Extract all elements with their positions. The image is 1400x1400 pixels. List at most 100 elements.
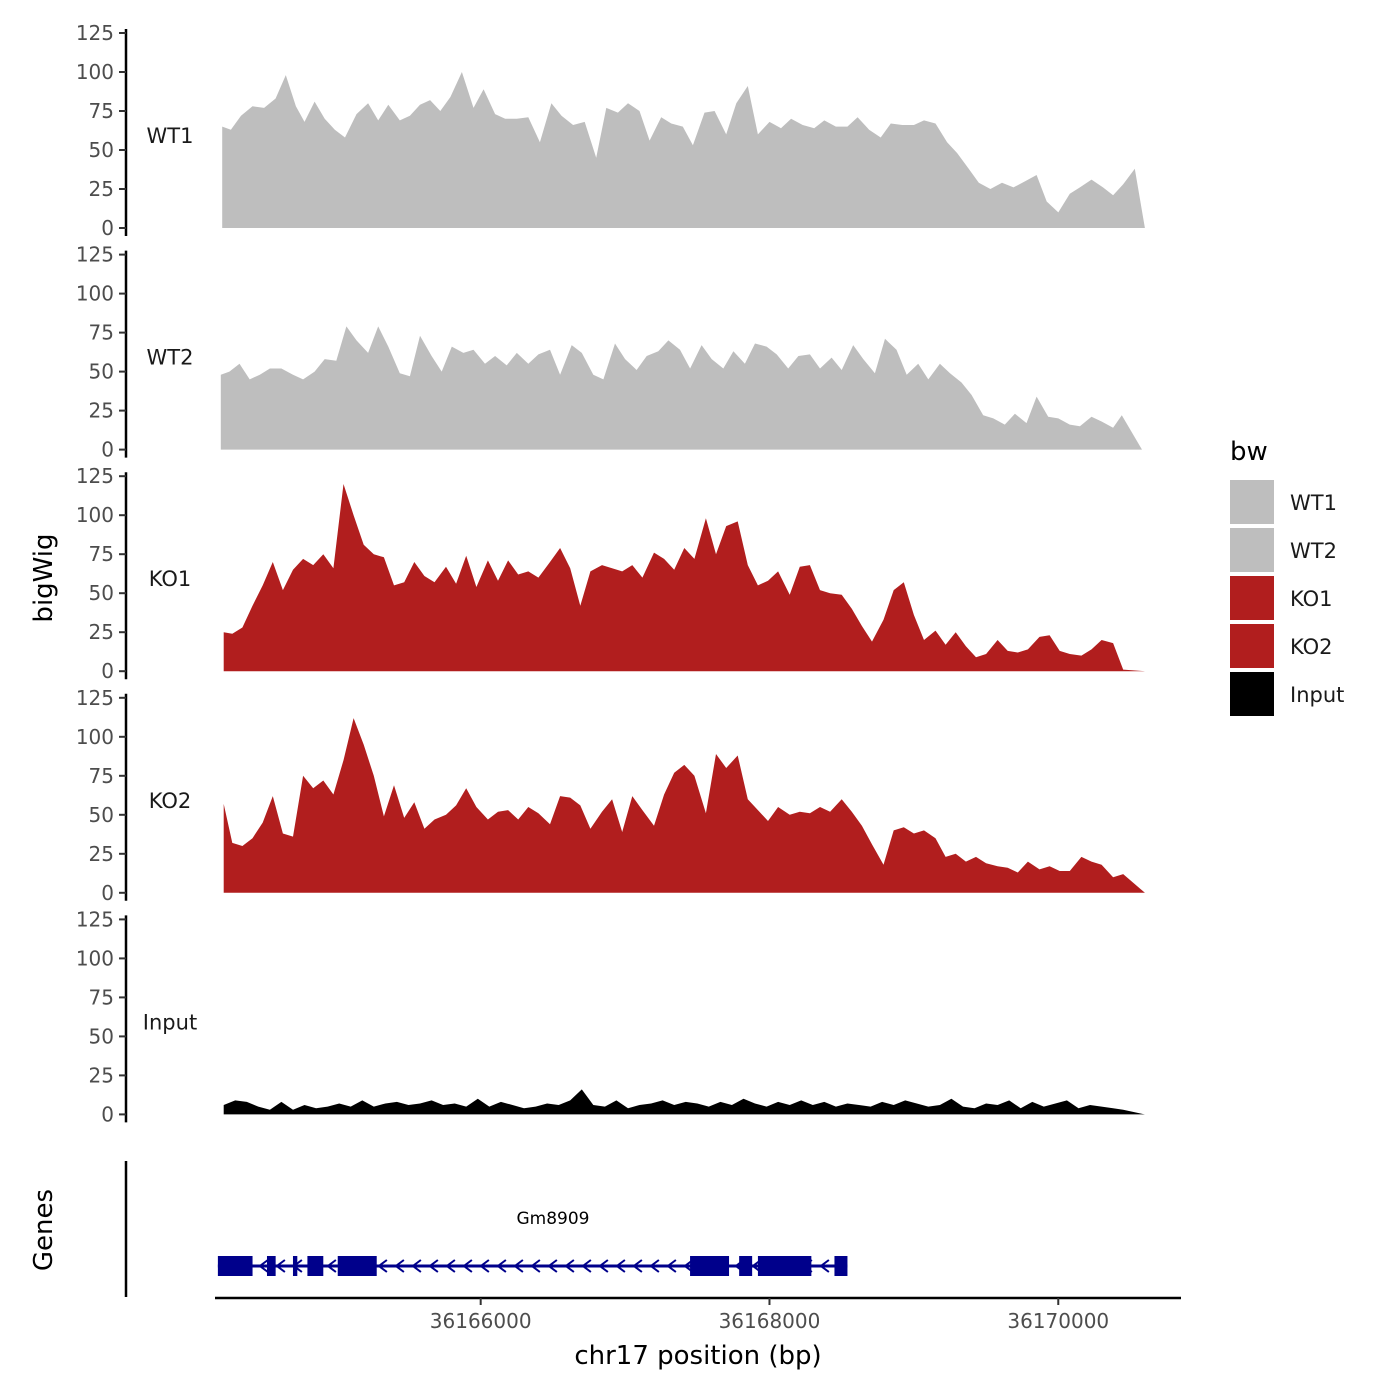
y-tick-label: 0 [101,438,114,462]
strand-arrow [615,1259,626,1273]
track-label-ko2: KO2 [149,789,192,813]
y-tick-label: 50 [89,1024,114,1048]
y-tick-label: 125 [76,464,114,488]
y-tick-label: 125 [76,907,114,931]
x-tick-label: 36170000 [1007,1309,1109,1333]
y-tick-label: 100 [76,60,114,84]
gene-exon [266,1256,276,1276]
x-tick-label: 36168000 [719,1309,821,1333]
legend-label-wt1: WT1 [1290,491,1337,515]
y-tick-label: 25 [89,399,114,423]
strand-arrow [275,1259,286,1273]
y-tick-label: 25 [89,1063,114,1087]
track-label-input: Input [143,1010,197,1034]
y-tick-label: 25 [89,620,114,644]
y-tick-label: 0 [101,1102,114,1126]
legend-label-ko1: KO1 [1290,587,1333,611]
y-tick-label: 0 [101,659,114,683]
y-tick-label: 75 [89,542,114,566]
y-tick-label: 0 [101,216,114,240]
strand-arrow [649,1259,660,1273]
strand-arrow [445,1259,456,1273]
legend-label-wt2: WT2 [1290,539,1337,563]
y-tick-label: 75 [89,99,114,123]
signal-area-input [223,1089,1145,1115]
track-input: 0 25 50 75 100 125 Input [76,907,1145,1126]
signal-area-ko1 [223,484,1145,672]
strand-arrow [411,1259,422,1273]
x-axis-title: chr17 position (bp) [574,1341,821,1371]
gene-exon [690,1256,730,1276]
strand-arrow [462,1259,473,1273]
legend-swatch-wt1 [1230,480,1274,524]
strand-arrow [632,1259,643,1273]
y-tick-label: 75 [89,764,114,788]
y-tick-label: 100 [76,725,114,749]
y-tick-label: 125 [76,243,114,267]
genes-panel: Gm8909 [124,1161,848,1297]
y-tick-label: 50 [89,360,114,384]
strand-arrow [547,1259,558,1273]
y-tick-label: 125 [76,686,114,710]
strand-arrow [496,1259,507,1273]
legend: WT1 WT2 KO1 KO2 Input [1230,480,1344,716]
y-tick-label: 125 [76,21,114,45]
strand-arrow [258,1259,269,1273]
strand-arrow [513,1259,524,1273]
signal-area-ko2 [223,718,1145,893]
strand-arrow [428,1259,439,1273]
y-tick-label: 50 [89,138,114,162]
y-tick-label: 25 [89,177,114,201]
track-wt1: 0 25 50 75 100 125 WT1 [76,21,1145,240]
signal-tracks: 0 25 50 75 100 125 WT1 0 25 50 75 100 125 WT2 0 25 50 75 1… [76,21,1145,1126]
y-tick-label: 75 [89,985,114,1009]
gene-exon [757,1256,812,1276]
legend-swatch-ko1 [1230,576,1274,620]
y-tick-label: 50 [89,581,114,605]
y-tick-label: 0 [101,881,114,905]
y-tick-label: 100 [76,946,114,970]
legend-swatch-wt2 [1230,528,1274,572]
track-label-wt2: WT2 [147,346,194,370]
legend-label-input: Input [1290,683,1344,707]
legend-swatch-ko2 [1230,624,1274,668]
gene-exon [217,1256,253,1276]
track-ko1: 0 25 50 75 100 125 KO1 [76,464,1145,683]
y-tick-label: 100 [76,282,114,306]
strand-arrow [394,1259,405,1273]
y-tick-label: 100 [76,503,114,527]
strand-arrow [666,1259,677,1273]
gene-exon [337,1256,377,1276]
strand-arrow [598,1259,609,1273]
genes-axis-title: Genes [29,1189,59,1271]
strand-arrow [564,1259,575,1273]
strand-arrow [326,1259,337,1273]
gene-exon [292,1256,298,1276]
strand-arrow [530,1259,541,1273]
track-wt2: 0 25 50 75 100 125 WT2 [76,243,1143,462]
signal-area-wt2 [220,326,1143,450]
gene-label: Gm8909 [517,1209,590,1229]
track-label-wt1: WT1 [147,124,194,148]
track-label-ko1: KO1 [149,567,192,591]
gene-exon [307,1256,324,1276]
gene-gm8909: Gm8909 [217,1209,848,1276]
legend-title: bw [1230,437,1268,467]
strand-arrow [479,1259,490,1273]
y-tick-label: 50 [89,803,114,827]
signal-area-wt1 [222,72,1145,228]
x-tick-label: 36166000 [430,1309,532,1333]
y-tick-label: 25 [89,842,114,866]
y-axis-title: bigWig [29,533,59,622]
gene-exon [739,1256,753,1276]
strand-arrow [581,1259,592,1273]
gene-exon [834,1256,848,1276]
legend-swatch-input [1230,672,1274,716]
legend-label-ko2: KO2 [1290,635,1333,659]
strand-arrow [819,1259,830,1273]
track-ko2: 0 25 50 75 100 125 KO2 [76,686,1145,905]
y-tick-label: 75 [89,321,114,345]
x-axis: 36166000 36168000 36170000 [215,1296,1181,1333]
strand-arrow [377,1259,388,1273]
